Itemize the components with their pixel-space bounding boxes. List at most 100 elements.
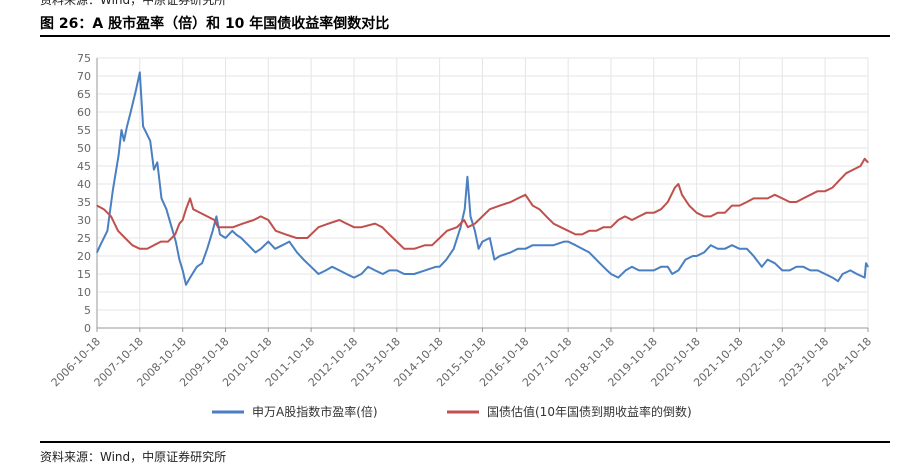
data-point-2 xyxy=(774,194,776,196)
data-point-2 xyxy=(660,208,662,210)
data-point-2 xyxy=(645,212,647,214)
data-point-2 xyxy=(110,215,112,217)
data-point-2 xyxy=(653,212,655,214)
data-point-1 xyxy=(864,277,866,279)
data-point-1 xyxy=(403,273,405,275)
data-point-1 xyxy=(196,266,198,268)
data-point-1 xyxy=(746,248,748,250)
data-point-2 xyxy=(217,226,219,228)
data-point-1 xyxy=(696,255,698,257)
data-point-2 xyxy=(424,244,426,246)
data-point-1 xyxy=(353,277,355,279)
data-point-2 xyxy=(439,237,441,239)
data-point-1 xyxy=(837,280,839,282)
data-point-2 xyxy=(388,233,390,235)
data-point-2 xyxy=(328,223,330,225)
data-point-1 xyxy=(581,248,583,250)
data-point-1 xyxy=(617,277,619,279)
data-point-1 xyxy=(160,197,163,199)
data-point-1 xyxy=(201,262,203,264)
data-point-2 xyxy=(481,215,483,217)
data-point-1 xyxy=(288,241,290,243)
data-point-1 xyxy=(481,241,483,243)
data-point-1 xyxy=(123,140,125,142)
data-point-2 xyxy=(717,212,719,214)
data-point-1 xyxy=(260,248,262,250)
series-line-2 xyxy=(96,157,869,250)
data-point-2 xyxy=(242,223,244,225)
data-point-1 xyxy=(692,255,694,257)
chart-grid xyxy=(96,57,869,328)
data-point-1 xyxy=(710,244,712,246)
data-point-1 xyxy=(552,244,555,246)
data-point-2 xyxy=(317,226,320,228)
data-point-1 xyxy=(865,262,867,264)
y-tick-label: 75 xyxy=(77,52,91,65)
data-point-1 xyxy=(338,269,340,271)
data-point-1 xyxy=(254,251,257,253)
data-point-1 xyxy=(374,269,376,271)
data-point-2 xyxy=(802,197,804,199)
data-point-1 xyxy=(856,273,858,275)
data-point-2 xyxy=(456,226,458,228)
data-point-2 xyxy=(275,230,277,232)
data-point-2 xyxy=(731,205,733,207)
data-point-1 xyxy=(388,269,390,271)
source-note: 资料来源：Wind，中原证券研究所 xyxy=(40,450,227,464)
data-point-2 xyxy=(567,230,569,232)
y-tick-label: 70 xyxy=(77,70,91,83)
data-point-1 xyxy=(532,244,534,246)
data-point-2 xyxy=(631,219,633,221)
data-point-1 xyxy=(247,244,249,246)
data-point-1 xyxy=(660,266,662,268)
footer-rule xyxy=(40,441,890,443)
data-point-2 xyxy=(789,201,791,203)
data-point-1 xyxy=(231,230,233,232)
data-point-1 xyxy=(317,273,320,275)
data-point-2 xyxy=(824,190,826,192)
data-point-1 xyxy=(130,111,132,113)
data-point-1 xyxy=(175,241,177,243)
data-point-2 xyxy=(267,219,269,221)
data-point-1 xyxy=(139,71,141,73)
data-point-1 xyxy=(731,244,733,246)
chart-legend: 申万A股指数市盈率(倍) 国债估值(10年国债到期收益率的倒数) xyxy=(212,404,692,419)
data-point-2 xyxy=(499,205,501,207)
data-point-2 xyxy=(674,187,676,189)
data-point-1 xyxy=(142,125,144,127)
data-point-2 xyxy=(681,194,683,196)
data-point-2 xyxy=(403,248,405,250)
data-point-2 xyxy=(139,248,141,250)
data-point-1 xyxy=(493,259,495,261)
data-point-2 xyxy=(781,197,783,199)
data-point-2 xyxy=(610,226,612,228)
y-tick-label: 0 xyxy=(84,322,91,335)
data-point-2 xyxy=(185,208,187,210)
data-point-1 xyxy=(761,266,763,268)
data-point-2 xyxy=(809,194,812,196)
data-point-1 xyxy=(367,266,369,268)
data-point-1 xyxy=(802,266,804,268)
data-point-1 xyxy=(460,226,462,228)
data-point-1 xyxy=(345,273,348,275)
data-point-2 xyxy=(199,212,201,214)
y-tick-label: 60 xyxy=(77,106,91,119)
data-point-2 xyxy=(759,197,762,199)
data-point-2 xyxy=(431,244,433,246)
data-point-1 xyxy=(424,269,426,271)
data-point-2 xyxy=(667,201,669,203)
data-point-1 xyxy=(631,266,633,268)
data-point-1 xyxy=(842,273,844,275)
data-point-1 xyxy=(567,241,569,243)
data-point-1 xyxy=(667,266,669,268)
data-point-1 xyxy=(767,259,769,261)
data-point-1 xyxy=(135,89,137,91)
data-point-2 xyxy=(588,230,590,232)
data-point-1 xyxy=(466,176,468,178)
data-point-2 xyxy=(753,197,755,199)
data-point-1 xyxy=(165,208,167,210)
data-point-1 xyxy=(645,269,647,271)
data-point-2 xyxy=(864,158,866,160)
data-point-1 xyxy=(325,269,327,271)
y-tick-label: 10 xyxy=(77,286,91,299)
